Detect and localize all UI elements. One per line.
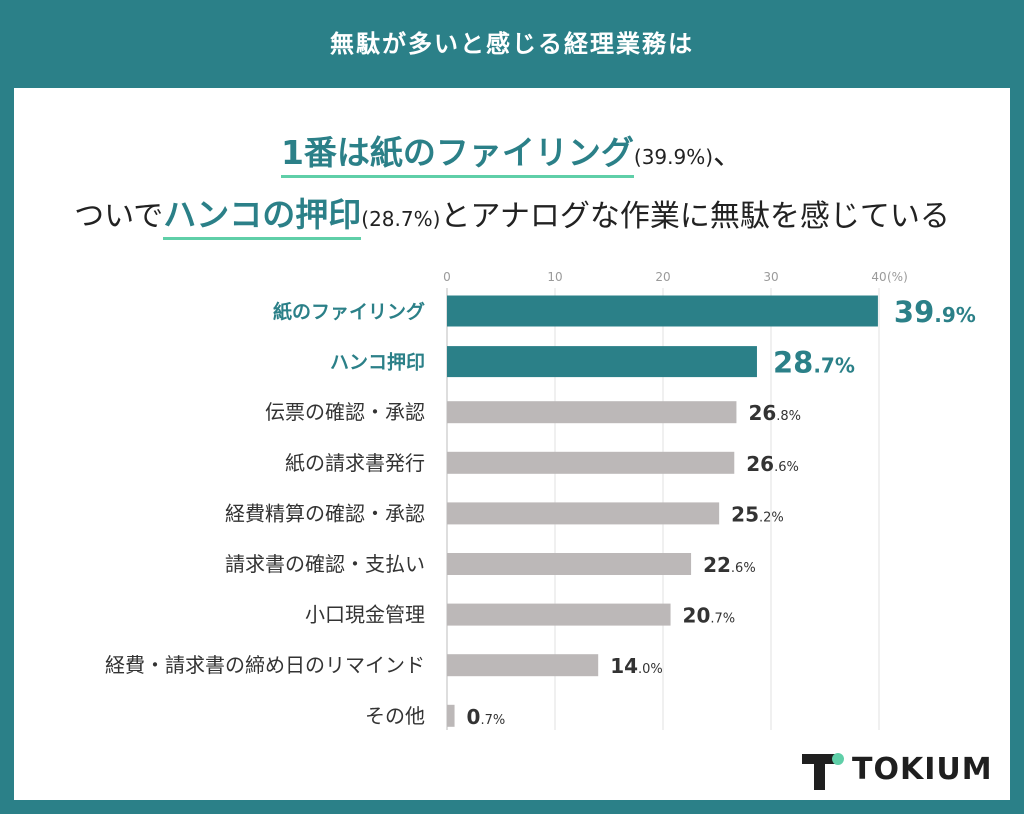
value-label: 14.0% [610,654,663,678]
tokium-logo-mark-icon [802,753,844,790]
value-label-integer: 20 [683,604,711,628]
x-tick-label: 10 [547,270,562,284]
headline-pct-2: (28.7%) [361,207,441,231]
value-label-decimal: .7% [813,354,855,378]
category-label: 経費精算の確認・承認 [225,501,425,525]
value-label-decimal: .6% [731,561,756,576]
category-label: 経費・請求書の締め日のリマインド [105,653,425,677]
x-tick-label: 20 [655,270,670,284]
category-label: 伝票の確認・承認 [265,400,425,424]
value-label-decimal: .9% [934,303,976,327]
x-unit-label: (%) [887,270,908,284]
bar [447,704,455,727]
value-label-integer: 28 [773,346,813,380]
value-label: 20.7% [683,604,736,628]
value-label-decimal: .8% [776,409,801,424]
value-label-integer: 26 [746,452,774,476]
bar [447,401,737,424]
category-label: 紙のファイリング [273,300,425,323]
category-label: 紙の請求書発行 [285,451,425,475]
category-label: 小口現金管理 [305,603,425,627]
value-label-decimal: .7% [710,612,735,627]
value-label: 39.9% [894,295,976,329]
bar [447,295,878,327]
value-label: 28.7% [773,346,855,380]
bar [447,451,735,474]
category-label: ハンコ押印 [330,351,425,374]
bar [447,346,757,378]
headline-prefix-2: ついで [74,199,164,234]
value-label: 22.6% [703,553,756,577]
x-tick-label: 0 [443,270,451,284]
header-title: 無駄が多いと感じる経理業務は [330,30,694,58]
value-label: 26.8% [748,401,801,425]
bar [447,654,599,677]
headline-pct-1: (39.9%) [633,145,714,169]
headline-line-2: ついでハンコの押印(28.7%)とアナログな作業に無駄を感じている [0,188,1024,240]
bar [447,603,671,626]
value-label: 26.6% [746,452,799,476]
headline-highlight-1: 1番は紙のファイリング [280,133,634,178]
x-tick-label: 40 [871,270,886,284]
category-label: 請求書の確認・支払い [225,552,425,576]
tokium-logo-text: TOKIUM [852,752,993,787]
value-label-decimal: .6% [774,460,799,475]
value-label-decimal: .0% [638,662,663,677]
value-label-integer: 0 [467,705,481,729]
value-label-integer: 14 [610,654,638,678]
value-label-integer: 26 [748,401,776,425]
bar [447,502,720,525]
x-tick-label: 30 [763,270,778,284]
bar [447,553,692,575]
value-label: 0.7% [467,705,506,729]
value-label-integer: 39 [894,295,934,329]
headline-line-1: 1番は紙のファイリング(39.9%)、 [0,126,1024,178]
content-panel [14,88,1010,800]
value-label-integer: 25 [731,502,759,526]
value-label: 25.2% [731,502,784,526]
headline-highlight-2: ハンコの押印 [163,195,362,240]
headline-tail-2: とアナログな作業に無駄を感じている [440,199,950,234]
tokium-logo: TOKIUM [800,748,993,792]
category-label: その他 [365,704,425,728]
value-label-integer: 22 [703,553,731,577]
value-label-decimal: .2% [759,510,784,525]
value-label-decimal: .7% [480,713,505,728]
headline-tail-1: 、 [713,137,744,172]
